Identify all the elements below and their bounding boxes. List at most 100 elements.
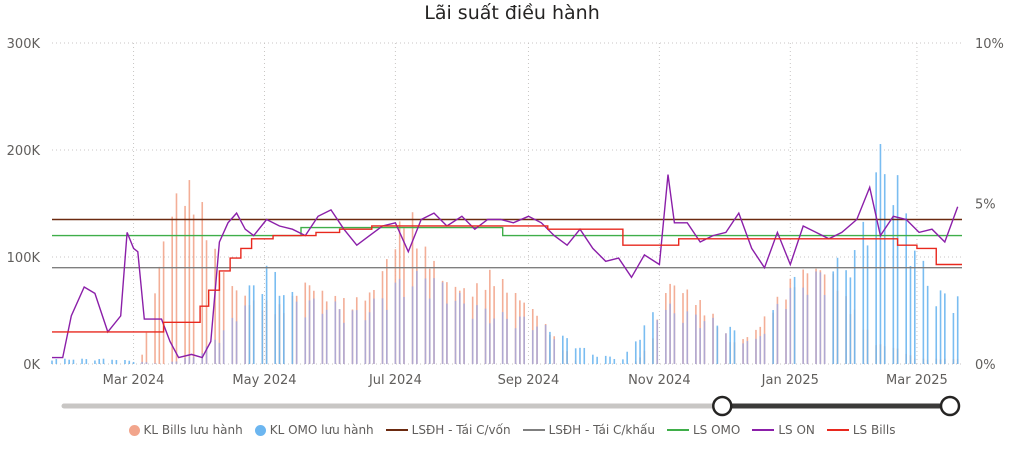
bar-omo	[673, 313, 676, 364]
bar-omo	[733, 330, 736, 364]
x-tick-label: Mar 2025	[886, 373, 948, 388]
bar-bills	[188, 180, 191, 364]
bar-omo	[458, 292, 461, 364]
bar-omo	[514, 328, 517, 364]
bar-omo	[935, 306, 938, 364]
bar-omo	[205, 346, 208, 364]
legend-label: LS ON	[778, 423, 815, 437]
bar-omo	[566, 338, 568, 364]
bar-omo	[325, 309, 328, 364]
bar-omo	[849, 277, 852, 364]
legend-label: KL Bills lưu hành	[143, 423, 243, 437]
bar-omo	[819, 272, 822, 364]
bar-omo	[913, 250, 916, 364]
bar-omo	[699, 328, 701, 364]
bar-omo	[222, 330, 225, 364]
bar-omo	[282, 295, 285, 364]
bar-bills	[141, 354, 143, 364]
bar-omo	[759, 336, 762, 364]
bar-omo	[252, 285, 255, 364]
bar-omo	[274, 271, 277, 364]
y-right-tick-label: 5%	[975, 198, 996, 213]
bar-omo	[72, 359, 75, 364]
legend-item[interactable]: LSĐH - Tái C/khấu	[522, 423, 655, 437]
bar-bills	[218, 273, 221, 364]
bar-omo	[523, 316, 525, 364]
bar-omo	[944, 293, 946, 364]
legend-label: LSĐH - Tái C/khấu	[548, 423, 655, 437]
bar-omo	[579, 347, 581, 364]
slider-handle-start[interactable]	[712, 395, 733, 417]
bar-omo	[879, 144, 882, 364]
bar-omo	[51, 360, 53, 364]
bar-omo	[686, 311, 689, 364]
bar-omo	[656, 320, 659, 364]
bar-omo	[772, 310, 774, 364]
bar-omo	[98, 359, 101, 364]
bar-omo	[592, 354, 594, 364]
bar-omo	[214, 339, 216, 364]
bar-omo	[716, 325, 719, 364]
legend-item[interactable]: KL Bills lưu hành	[128, 423, 243, 437]
bar-omo	[355, 310, 358, 364]
bar-bills	[175, 193, 178, 364]
bar-bills	[162, 241, 165, 364]
bar-bills	[158, 266, 161, 364]
bar-omo	[171, 361, 173, 364]
bar-omo	[802, 287, 804, 364]
legend-item[interactable]: LS Bills	[826, 423, 896, 437]
x-tick-label: May 2024	[232, 373, 296, 388]
bar-omo	[536, 326, 538, 364]
bar-omo	[94, 360, 96, 364]
bar-omo	[506, 318, 508, 364]
bar-omo	[192, 357, 195, 364]
bar-bills	[403, 228, 405, 364]
bar-bills	[201, 202, 204, 364]
bar-omo	[883, 174, 886, 364]
slider-handle-end[interactable]	[939, 395, 961, 417]
bar-omo	[613, 358, 616, 364]
legend-item[interactable]: KL OMO lưu hành	[254, 423, 374, 437]
y-left-tick-label: 300K	[7, 37, 41, 52]
bar-omo	[574, 348, 577, 364]
bar-omo	[265, 265, 268, 364]
bar-omo	[201, 353, 204, 364]
bar-omo	[278, 295, 281, 364]
bar-omo	[291, 291, 294, 364]
bar-omo	[411, 286, 414, 364]
legend-swatch	[128, 424, 140, 436]
bar-bills	[489, 269, 491, 364]
line-ls-omo	[52, 226, 962, 237]
bar-omo	[343, 322, 345, 364]
bar-omo	[823, 294, 826, 364]
bar-omo	[604, 355, 607, 364]
legend-item[interactable]: LSĐH - Tái C/vốn	[385, 423, 511, 437]
bar-omo	[433, 278, 435, 364]
bar-omo	[725, 333, 727, 364]
bar-bills	[145, 332, 148, 364]
bar-omo	[952, 312, 955, 364]
bar-omo	[446, 303, 448, 364]
bar-omo	[544, 325, 547, 364]
bar-omo	[652, 312, 654, 364]
legend-item[interactable]: LS OMO	[666, 423, 740, 437]
bar-omo	[609, 356, 611, 364]
legend-label: LS Bills	[852, 423, 896, 437]
legend-item[interactable]: LS ON	[752, 423, 815, 437]
chart-title: Lãi suất điều hành	[424, 2, 600, 24]
bar-omo	[308, 300, 311, 364]
bar-omo	[789, 288, 792, 364]
x-tick-label: Jan 2025	[761, 373, 819, 388]
bar-omo	[132, 361, 135, 364]
bar-omo	[398, 278, 401, 364]
bar-omo	[102, 358, 105, 364]
bar-omo	[394, 282, 397, 364]
x-tick-label: Sep 2024	[498, 373, 560, 388]
bar-omo	[905, 213, 907, 364]
bar-omo	[806, 294, 809, 364]
bar-omo	[321, 313, 324, 364]
bar-omo	[703, 321, 706, 364]
bar-bills	[192, 214, 195, 364]
chart-legend: KL Bills lưu hành KL OMO lưu hành LSĐH - T…	[0, 423, 1024, 437]
bar-omo	[454, 300, 457, 364]
